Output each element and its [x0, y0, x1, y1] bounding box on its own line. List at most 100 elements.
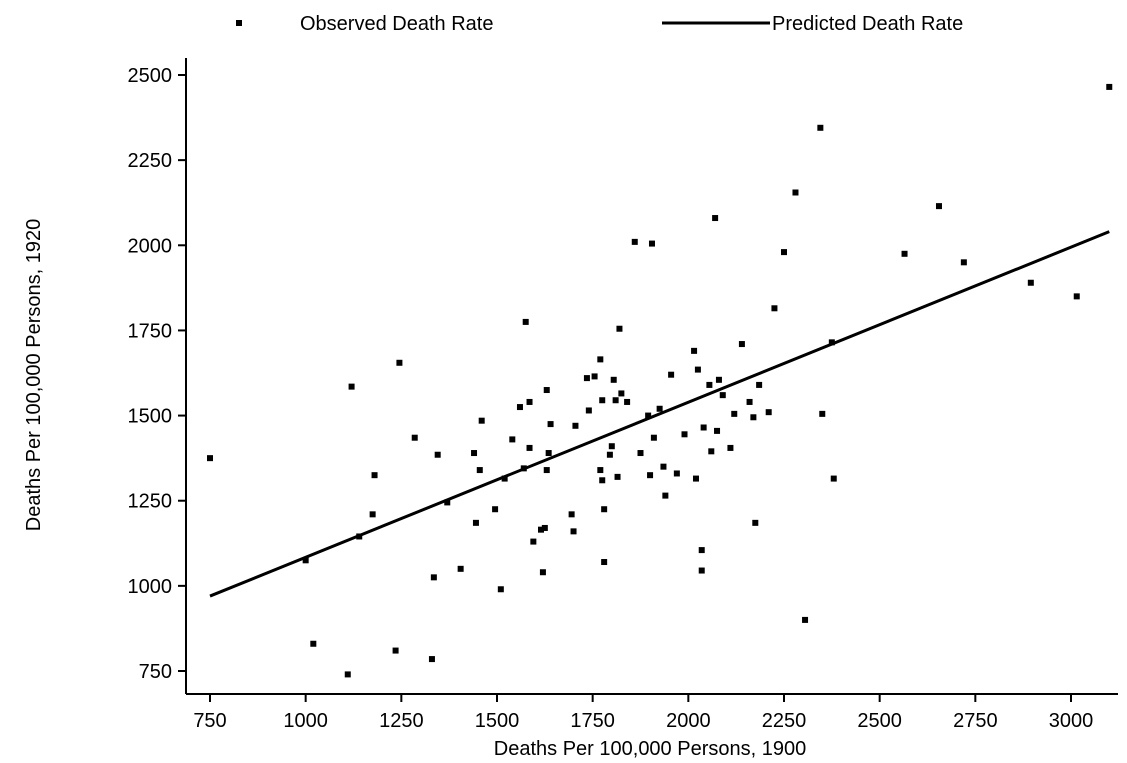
observed-point [792, 189, 799, 196]
observed-point [698, 567, 705, 574]
observed-point [731, 410, 738, 417]
observed-point [830, 475, 837, 482]
x-tick-label: 750 [193, 710, 226, 732]
observed-point [647, 472, 654, 479]
observed-point [471, 450, 478, 457]
x-tick-label: 2000 [666, 710, 711, 732]
observed-point [624, 398, 631, 405]
observed-point [526, 444, 533, 451]
observed-point [694, 366, 701, 373]
x-tick-label: 1250 [379, 710, 424, 732]
observed-point [599, 477, 606, 484]
legend-label-observed: Observed Death Rate [300, 13, 493, 35]
x-tick-label: 2250 [762, 710, 807, 732]
observed-point [348, 383, 355, 390]
observed-point [715, 376, 722, 383]
observed-point [1106, 83, 1113, 90]
x-tick-label: 2750 [953, 710, 998, 732]
observed-point [522, 318, 529, 325]
y-tick-label: 2000 [128, 235, 173, 257]
observed-point [501, 475, 508, 482]
observed-point [645, 412, 652, 419]
observed-point [606, 451, 613, 458]
observed-point [530, 538, 537, 545]
observed-point [700, 424, 707, 431]
observed-point [545, 450, 552, 457]
observed-point [708, 448, 715, 455]
observed-point [656, 405, 663, 412]
legend: Observed Death Rate Predicted Death Rate [236, 13, 963, 35]
legend-label-predicted: Predicted Death Rate [772, 13, 963, 35]
observed-point [310, 640, 317, 647]
observed-point [802, 616, 809, 623]
predicted-line-group [209, 230, 1110, 598]
observed-point [1027, 279, 1034, 286]
observed-point [476, 467, 483, 474]
observed-point [781, 249, 787, 256]
observed-point [472, 519, 479, 526]
observed-point [752, 519, 759, 526]
y-tick-label: 2250 [128, 150, 173, 172]
predicted-line [209, 230, 1110, 598]
x-tick-label: 2500 [857, 710, 902, 732]
observed-point [610, 376, 617, 383]
observed-point [935, 203, 942, 210]
observed-point [608, 443, 615, 450]
observed-point [497, 586, 504, 593]
observed-point [478, 417, 485, 424]
observed-point [1073, 293, 1080, 300]
observed-point [371, 472, 378, 479]
observed-point [691, 347, 698, 354]
observed-point [712, 215, 719, 222]
observed-point [597, 467, 604, 474]
observed-point [771, 305, 778, 312]
x-tick-label: 1750 [570, 710, 615, 732]
y-tick-label: 1500 [128, 406, 173, 428]
x-tick-label: 1500 [475, 710, 520, 732]
observed-point [714, 427, 721, 434]
observed-point [746, 398, 753, 405]
y-ticks: 750 1000 1250 1500 1750 2000 2250 2500 [128, 65, 186, 683]
observed-point [738, 341, 745, 348]
observed-point [585, 407, 592, 414]
x-tick-label: 1000 [283, 710, 328, 732]
observed-point [681, 431, 688, 438]
observed-point [631, 238, 638, 245]
observed-point [756, 381, 763, 388]
x-ticks: 750 1000 1250 1500 1750 2000 2250 2500 2750 3000 [193, 694, 1093, 732]
observed-point [601, 506, 608, 513]
observed-point [591, 373, 598, 380]
observed-point [543, 387, 550, 394]
legend-marker-observed [236, 20, 242, 26]
observed-point [828, 339, 835, 346]
observed-point [541, 524, 548, 531]
observed-point [698, 547, 705, 554]
y-tick-label: 1250 [128, 491, 173, 513]
observed-points [207, 83, 1113, 678]
observed-point [492, 506, 499, 513]
observed-point [706, 381, 713, 388]
observed-point [727, 444, 734, 451]
observed-point [428, 656, 435, 663]
observed-point [583, 375, 590, 382]
observed-point [668, 371, 675, 378]
observed-point [673, 470, 680, 477]
observed-point [516, 404, 523, 411]
observed-point [572, 422, 579, 429]
observed-point [570, 528, 577, 535]
observed-point [411, 434, 418, 441]
observed-point [901, 250, 908, 257]
observed-point [692, 475, 699, 482]
observed-point [396, 359, 403, 366]
y-tick-label: 1000 [128, 576, 173, 598]
observed-point [597, 356, 604, 363]
observed-point [765, 409, 772, 416]
observed-point [430, 574, 437, 581]
observed-point [650, 434, 657, 441]
x-axis-title: Deaths Per 100,000 Persons, 1900 [494, 738, 806, 760]
observed-point [599, 397, 606, 404]
axes [185, 58, 1118, 695]
observed-point [207, 455, 213, 462]
observed-point [618, 390, 625, 397]
observed-point [538, 526, 545, 533]
